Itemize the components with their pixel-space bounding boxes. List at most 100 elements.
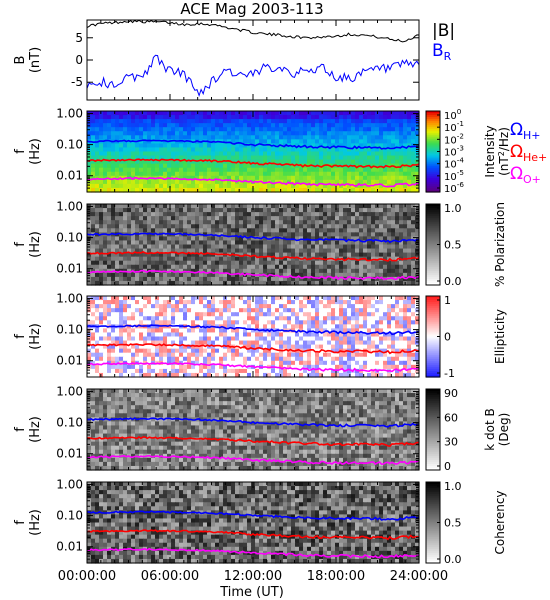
colorbar-label-line2-5: (Deg) <box>497 413 511 447</box>
panel-frame-1 <box>86 19 420 101</box>
y-tick-label-2-1: 1.00 <box>56 106 83 120</box>
colorbar-label-line2-2: (nT2/Hz) <box>497 127 511 176</box>
colorbar-tick-6-3: 0.0 <box>444 553 462 566</box>
spectrogram-kdotb <box>87 389 420 471</box>
colorbar-tick-2-5: 10-4 <box>444 156 464 171</box>
colorbar-label-6: Coherency <box>493 490 507 554</box>
colorbar-kdotb <box>426 389 440 471</box>
colorbar-tick-2-3: 10-2 <box>444 131 464 146</box>
y-axis-label-top-5: f <box>13 427 28 432</box>
colorbar-ellipticity <box>426 296 440 378</box>
colorbar-polarization <box>426 204 440 286</box>
y-tick-label-3-2: 0.10 <box>56 231 83 245</box>
spectrogram-coherency <box>87 482 420 564</box>
gyro-line-O+-panel-2 <box>86 176 420 188</box>
gyro-line-He+-panel-6 <box>86 529 420 541</box>
y-tick-label-5-3: 0.01 <box>56 447 83 461</box>
spectrogram-ellipticity <box>87 296 420 378</box>
colorbar-tick-5-1: 90 <box>444 387 458 400</box>
x-tick-label-3: 12:00:00 <box>224 569 282 584</box>
y-axis-label-top-4: f <box>13 334 28 339</box>
colorbar-label-line1-4: Ellipticity <box>493 309 507 364</box>
y-axis-label-bottom-1: (nT) <box>28 47 43 73</box>
colorbar-tick-4-1: 1 <box>444 294 451 307</box>
colorbar-tick-4-2: 0 <box>444 331 451 344</box>
x-tick-label-2: 06:00:00 <box>141 569 199 584</box>
x-tick-label-1: 00:00:00 <box>58 569 116 584</box>
colorbar-tick-2-2: 10-1 <box>444 119 464 134</box>
legend-omega-heplus: ΩHe+ <box>510 142 547 164</box>
colorbar-tick-5-4: 0 <box>444 460 451 473</box>
y-tick-label-6-1: 1.00 <box>56 477 83 491</box>
x-tick-label-4: 18:00:00 <box>307 569 365 584</box>
y-axis-label-bottom-4: (Hz) <box>28 323 43 350</box>
y-tick-label-6-3: 0.01 <box>56 540 83 554</box>
y-tick-label-5-2: 0.10 <box>56 416 83 430</box>
gyro-line-O+-panel-3 <box>86 269 420 281</box>
spectrogram-images <box>87 111 440 564</box>
spectrogram-polarization <box>87 204 420 286</box>
gyro-line-H+-panel-4 <box>86 324 420 336</box>
colorbar-label-line1-5: k dot B <box>483 408 497 450</box>
colorbar-tick-3-2: 0.5 <box>444 239 462 252</box>
y-tick-label-1-3: -5 <box>71 75 83 89</box>
colorbar-tick-2-6: 10-5 <box>444 168 464 183</box>
colorbar-label-line1-2: Intensity <box>483 125 497 177</box>
y-tick-label-1-1: 5 <box>75 31 83 45</box>
y-axis-label-3: f (Hz) <box>13 231 43 258</box>
y-tick-label-3-1: 1.00 <box>56 199 83 213</box>
colorbar-label-line1-3: % Polarization <box>493 202 507 287</box>
colorbar-coherency <box>426 482 440 564</box>
axis-text: 50-5B (nT)10010-110-210-310-410-510-6Inte… <box>13 21 547 584</box>
gyro-line-He+-panel-3 <box>86 251 420 262</box>
gyro-line-H+-panel-5 <box>86 417 420 428</box>
colorbar-tick-2-4: 10-3 <box>444 144 464 159</box>
colorbar-tick-3-1: 1.0 <box>444 202 462 215</box>
y-axis-label-top-1: B <box>13 56 28 65</box>
y-axis-label-bottom-3: (Hz) <box>28 231 43 258</box>
colorbar-tick-5-2: 60 <box>444 411 458 424</box>
y-tick-label-3-3: 0.01 <box>56 262 83 276</box>
gyro-line-He+-panel-4 <box>86 343 420 355</box>
spectrogram-intensity <box>87 111 420 193</box>
y-axis-label-top-2: f <box>13 149 28 154</box>
y-axis-label-1: B (nT) <box>13 47 43 73</box>
colorbar-tick-5-3: 30 <box>444 436 458 449</box>
gyro-line-O+-panel-4 <box>86 361 420 373</box>
colorbar-tick-3-3: 0.0 <box>444 275 462 288</box>
colorbar-tick-2-1: 100 <box>444 107 462 122</box>
x-axis-label: Time (UT) <box>219 585 284 600</box>
y-tick-label-2-3: 0.01 <box>56 169 83 183</box>
legend-b-magnitude: |B| <box>432 21 455 41</box>
y-tick-label-2-2: 0.10 <box>56 138 83 152</box>
legend-omega-oplus: ΩO+ <box>510 164 541 186</box>
y-tick-label-4-1: 1.00 <box>56 291 83 305</box>
gyro-line-He+-panel-5 <box>86 436 420 448</box>
y-tick-label-1-2: 0 <box>75 53 83 67</box>
colorbar-label-line1-6: Coherency <box>493 490 507 554</box>
y-axis-label-2: f (Hz) <box>13 138 43 165</box>
y-axis-label-5: f (Hz) <box>13 416 43 443</box>
gyro-line-O+-panel-6 <box>86 547 420 559</box>
y-axis-label-6: f (Hz) <box>13 509 43 536</box>
data-lines <box>86 19 420 559</box>
y-axis-label-top-3: f <box>13 242 28 247</box>
legend-b-radial: BR <box>432 41 452 63</box>
chart-title: ACE Mag 2003-113 <box>180 0 323 18</box>
colorbar-tick-6-2: 0.5 <box>444 517 462 530</box>
gyro-line-O+-panel-5 <box>86 454 420 466</box>
y-tick-label-4-2: 0.10 <box>56 323 83 337</box>
y-axis-label-bottom-2: (Hz) <box>28 138 43 165</box>
y-axis-label-bottom-5: (Hz) <box>28 416 43 443</box>
colorbar-label-4: Ellipticity <box>493 309 507 364</box>
series-line-b-radial <box>86 54 420 98</box>
gyro-line-H+-panel-2 <box>86 139 420 150</box>
axes-frames <box>86 19 441 564</box>
colorbar-intensity <box>426 111 440 193</box>
colorbar-label-3: % Polarization <box>493 202 507 287</box>
y-tick-label-6-2: 0.10 <box>56 509 83 523</box>
colorbar-tick-4-3: -1 <box>444 367 455 380</box>
colorbar-label-2: Intensity (nT2/Hz) <box>483 125 511 177</box>
y-tick-label-4-3: 0.01 <box>56 354 83 368</box>
